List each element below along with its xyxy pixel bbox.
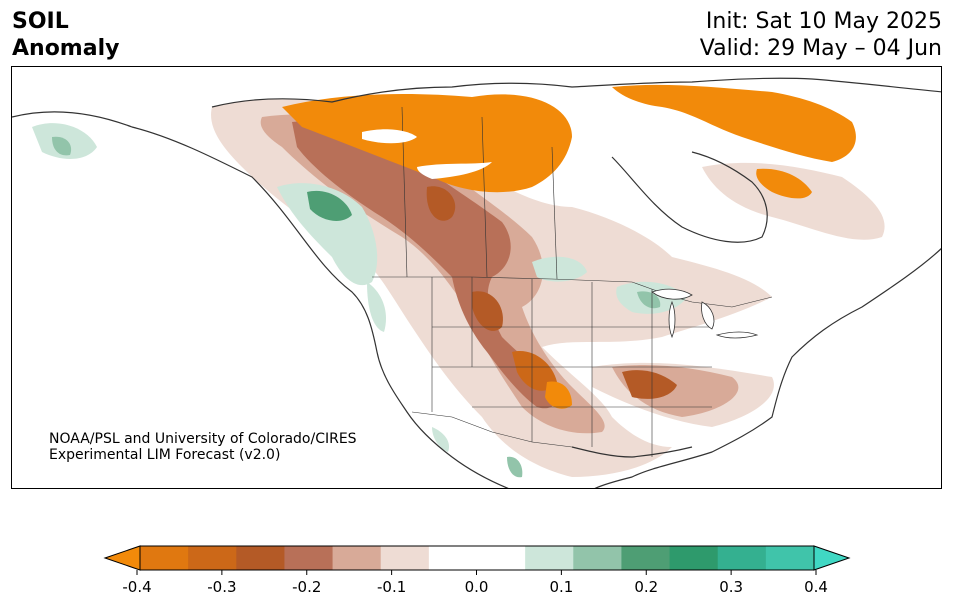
lake-superior (651, 288, 693, 300)
colorbar-tick-label: -0.3 (207, 578, 236, 596)
east-coast (594, 248, 941, 488)
wet-anomaly-mexico (507, 456, 523, 478)
wet-anomaly-pacific-nw (277, 183, 378, 286)
dry-anomaly-rockies (426, 186, 456, 221)
colorbar-box (380, 546, 430, 570)
colorbar-boxes (140, 546, 815, 570)
lake-huron (701, 301, 715, 330)
province-line-3 (551, 146, 558, 280)
dry-anomaly-arctic-east (612, 84, 856, 162)
wet-anomaly-pacific-nw-core (307, 190, 352, 221)
credit-text: NOAA/PSL and University of Colorado/CIRE… (49, 431, 357, 463)
great-lakes (651, 288, 759, 339)
coastlines (12, 77, 941, 488)
us-mexico-border (411, 411, 573, 448)
colorbar-box (236, 546, 285, 570)
gulf-coast (571, 446, 693, 458)
colorbar-tick-label: -0.2 (292, 578, 321, 596)
colorbar-box (621, 546, 671, 570)
title-line-2: Anomaly (12, 36, 120, 61)
credit-line-1: NOAA/PSL and University of Colorado/CIRE… (49, 431, 357, 447)
dry-anomaly-texas (545, 381, 572, 409)
colorbar-box (140, 546, 189, 570)
dry-anomaly-hudson (756, 168, 812, 199)
colorbar-box (332, 546, 382, 570)
colorbar-box (765, 546, 815, 570)
colorbar-box (717, 546, 767, 570)
colorbar-tick-label: 0.2 (634, 578, 658, 596)
lake-michigan (668, 300, 676, 339)
colorbar-tick-label: -0.1 (377, 578, 406, 596)
colorbar-extend-low (103, 545, 141, 571)
great-bear-lake (362, 129, 417, 144)
colorbar-box (477, 546, 526, 570)
credit-line-2: Experimental LIM Forecast (v2.0) (49, 447, 281, 463)
arctic-coast (211, 77, 941, 108)
colorbar-box (573, 546, 622, 570)
lake-erie (715, 331, 759, 339)
colorbar-tick-label: 0.4 (804, 578, 828, 596)
colorbar-box (284, 546, 334, 570)
colorbar-extend-high (813, 545, 851, 571)
colorbar: -0.4 -0.3 -0.2 -0.1 0.0 0.1 0.2 0.3 0.4 (103, 545, 851, 596)
dry-anomaly-midwest (512, 351, 557, 391)
dry-anomaly-dark (292, 121, 559, 409)
wet-anomaly-alaska-core (52, 136, 72, 156)
colorbar-box (525, 546, 574, 570)
colorbar-box (428, 546, 478, 570)
map-title: SOIL Anomaly (12, 8, 119, 62)
title-line-1: SOIL (12, 9, 69, 34)
wet-anomaly-plains (532, 256, 587, 282)
dry-anomaly-plains (472, 291, 503, 331)
colorbar-tick-label: -0.4 (122, 578, 151, 596)
northern-lakes (362, 129, 492, 179)
west-coast (12, 111, 509, 488)
political-boundaries (372, 106, 773, 457)
wet-anomaly-baja (432, 427, 450, 452)
anomaly-shading (32, 84, 885, 478)
province-line-2 (481, 116, 488, 278)
forecast-dates: Init: Sat 10 May 2025 Valid: 29 May – 04… (700, 8, 942, 62)
init-date: Init: Sat 10 May 2025 (705, 9, 942, 34)
great-slave-lake (417, 162, 492, 179)
colorbar-tick-label: 0.0 (465, 578, 489, 596)
dry-anomaly-arkansas (622, 370, 677, 399)
forecast-map (11, 66, 942, 489)
colorbar-box (669, 546, 719, 570)
dry-anomaly-northeast (702, 162, 885, 240)
map-canvas (12, 77, 941, 488)
valid-date: Valid: 29 May – 04 Jun (699, 36, 942, 61)
wet-anomaly-great-lakes-core (637, 291, 661, 309)
colorbar-box (188, 546, 237, 570)
hudson-bay (611, 151, 768, 243)
colorbar-tick-label: 0.3 (719, 578, 743, 596)
dry-anomaly-arctic-west (282, 94, 572, 193)
wet-anomaly-california (367, 282, 387, 332)
colorbar-tick-label: 0.1 (549, 578, 573, 596)
colorbar-ticks: -0.4 -0.3 -0.2 -0.1 0.0 0.1 0.2 0.3 0.4 (122, 570, 828, 596)
